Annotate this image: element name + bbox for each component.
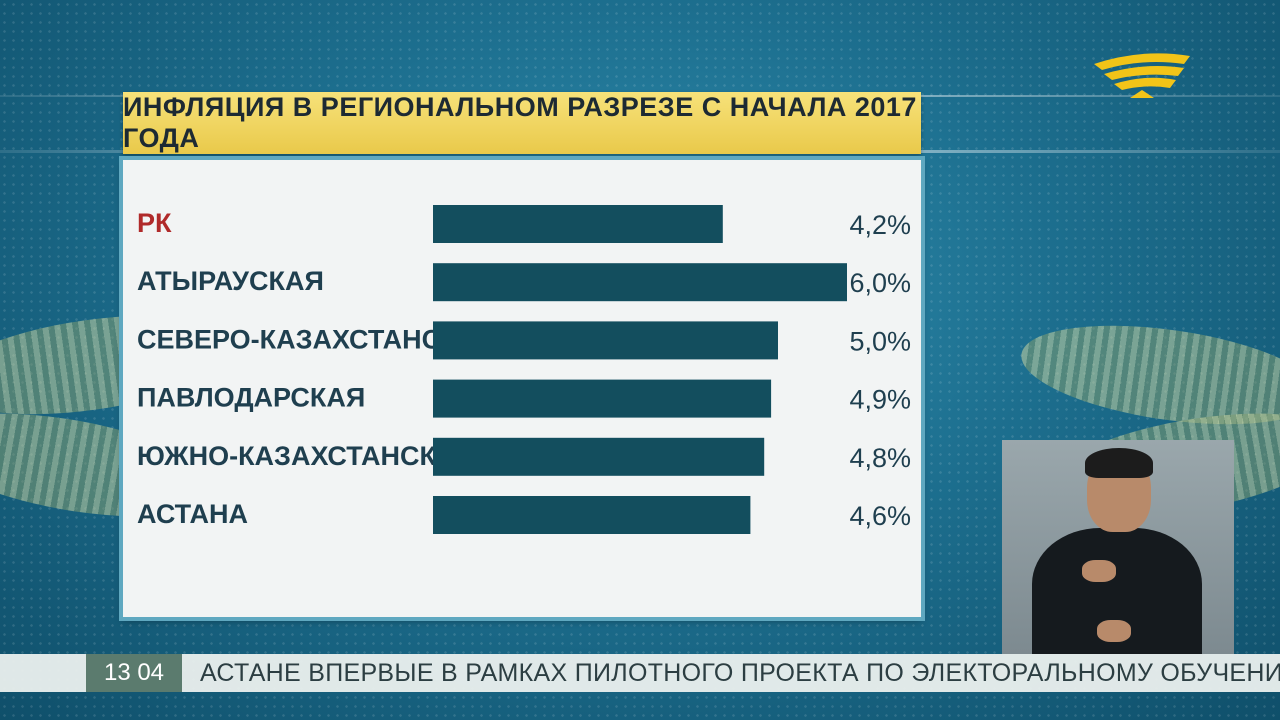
value-label: 4,8% — [849, 443, 911, 473]
bar — [433, 496, 751, 534]
bar-chart: РК 4,2%АТЫРАУСКАЯ 6,0%СЕВЕРО-КАЗАХСТАНСКАЯ… — [137, 205, 911, 534]
ticker-clock: 13 04 — [86, 654, 182, 692]
bar — [433, 263, 847, 302]
category-label: РК — [137, 208, 172, 238]
sign-language-interpreter — [1002, 440, 1234, 654]
value-label: 4,9% — [849, 385, 911, 415]
news-ticker — [0, 654, 1280, 692]
bar — [433, 379, 772, 418]
chart-title-bar: ИНФЛЯЦИЯ В РЕГИОНАЛЬНОМ РАЗРЕЗЕ С НАЧАЛА… — [123, 92, 921, 154]
value-label: 4,6% — [849, 501, 911, 531]
category-label: АСТАНА — [137, 499, 248, 529]
bar — [433, 321, 778, 360]
chart-panel: РК 4,2% АТЫРАУСКАЯ 6,0% СЕВЕРО-КАЗАХСТАНСКАЯ… — [123, 160, 921, 617]
category-label: АТЫРАУСКАЯ — [137, 266, 324, 296]
interpreter-hand — [1082, 560, 1116, 582]
value-label: 4,2% — [849, 210, 911, 240]
category-label: ЮЖНО-КАЗАХСТАНСКАЯ — [137, 441, 475, 471]
interpreter-hand — [1097, 620, 1131, 642]
interpreter-hair — [1085, 448, 1153, 478]
chart-title: ИНФЛЯЦИЯ В РЕГИОНАЛЬНОМ РАЗРЕЗЕ С НАЧАЛА… — [123, 92, 917, 153]
value-label: 5,0% — [849, 326, 911, 356]
bar — [433, 205, 723, 243]
channel-logo-icon — [1094, 53, 1190, 98]
category-label: ПАВЛОДАРСКАЯ — [137, 383, 365, 413]
value-label: 6,0% — [849, 268, 911, 298]
bar — [433, 437, 765, 476]
ticker-text: АСТАНЕ ВПЕРВЫЕ В РАМКАХ ПИЛОТНОГО ПРОЕКТ… — [200, 658, 1280, 687]
